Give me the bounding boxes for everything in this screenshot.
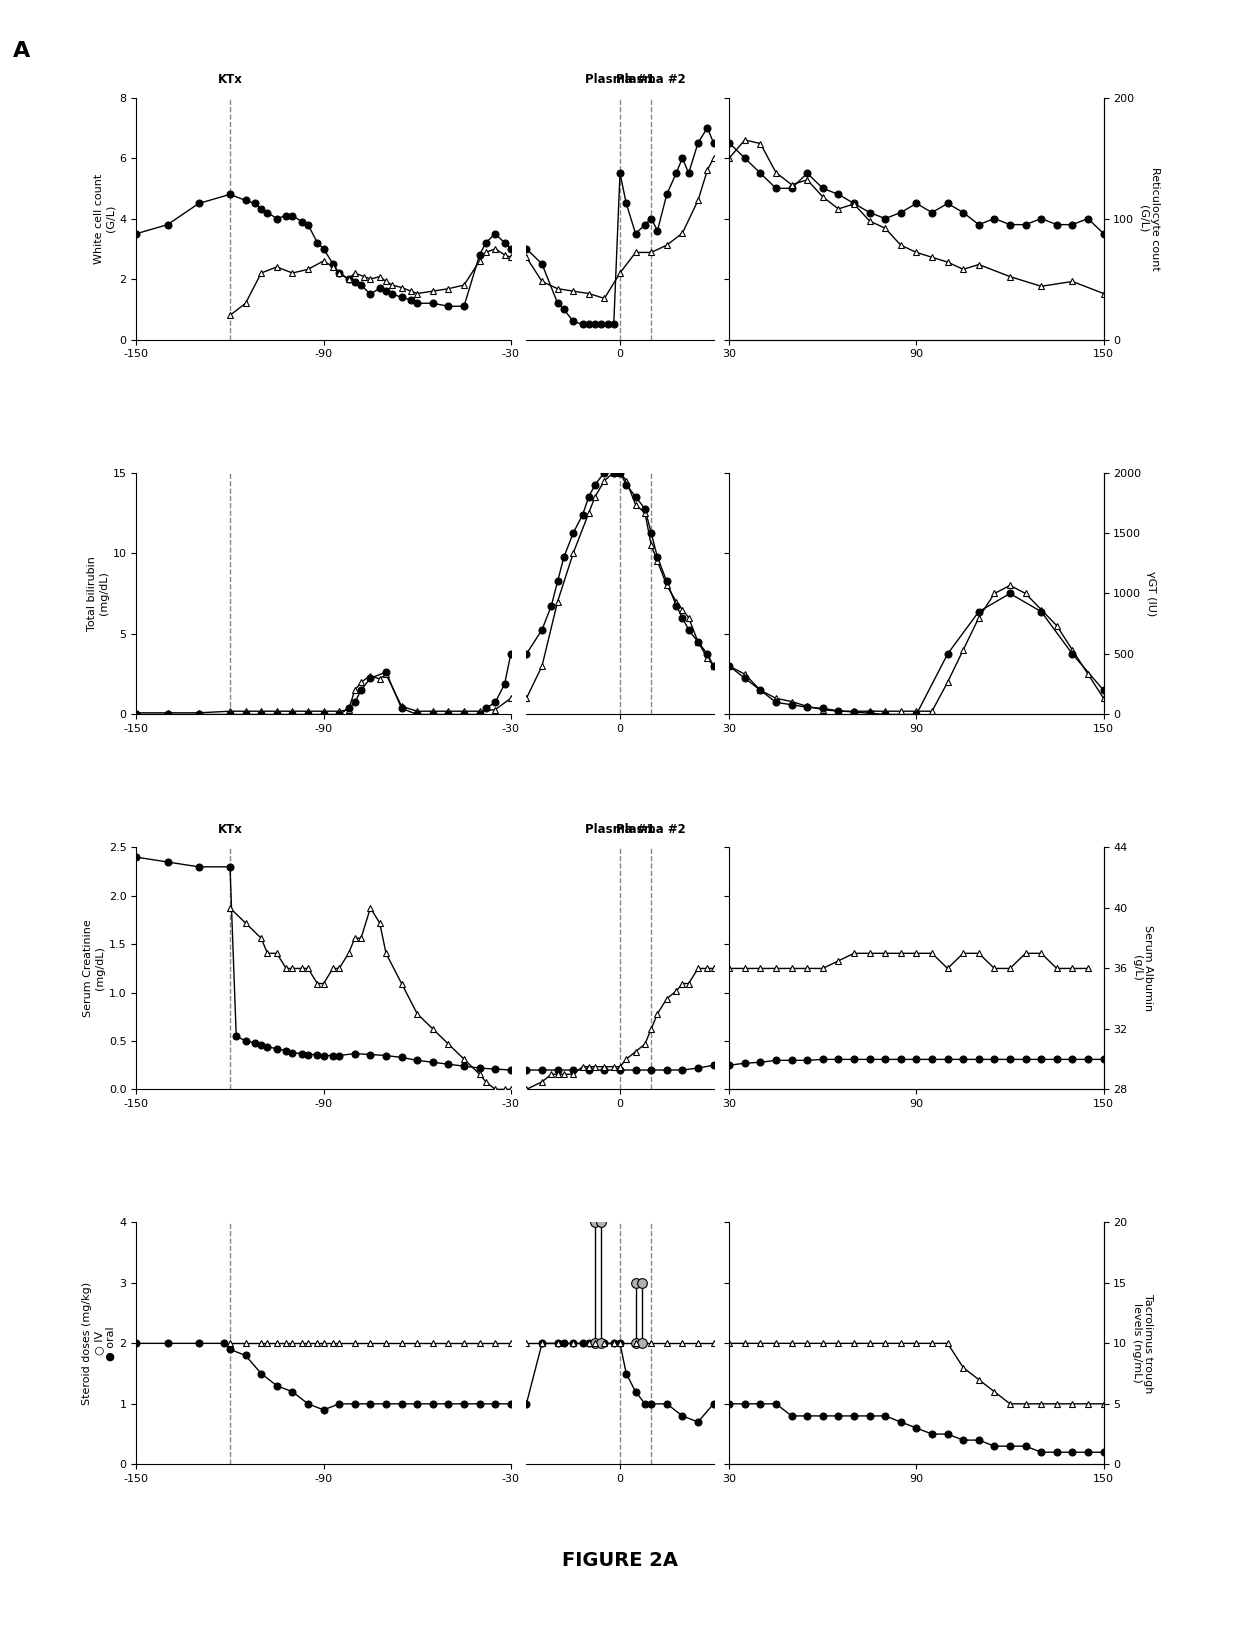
Y-axis label: Total bilirubin
(mg/dL): Total bilirubin (mg/dL) <box>87 556 109 631</box>
Text: A: A <box>12 41 30 60</box>
Text: Plasma #2: Plasma #2 <box>616 823 686 836</box>
Text: Plasma #1: Plasma #1 <box>585 73 655 86</box>
Y-axis label: White cell count
(G/L): White cell count (G/L) <box>94 174 115 264</box>
Y-axis label: Reticulocyte count
(G/L): Reticulocyte count (G/L) <box>1138 166 1161 270</box>
Text: FIGURE 2A: FIGURE 2A <box>562 1551 678 1570</box>
Y-axis label: Steroid doses (mg/kg)
○ IV
● oral: Steroid doses (mg/kg) ○ IV ● oral <box>82 1282 115 1406</box>
Y-axis label: Serum Albumin
(g/L): Serum Albumin (g/L) <box>1132 926 1153 1012</box>
Y-axis label: Serum Creatinine
(mg/dL): Serum Creatinine (mg/dL) <box>83 919 104 1017</box>
Text: Plasma #2: Plasma #2 <box>616 73 686 86</box>
Text: Plasma #1: Plasma #1 <box>585 823 655 836</box>
Y-axis label: γGT (IU): γGT (IU) <box>1146 571 1156 617</box>
Text: KTx: KTx <box>217 823 243 836</box>
Y-axis label: Tacrolimus trough
levels (ng/mL): Tacrolimus trough levels (ng/mL) <box>1132 1293 1153 1393</box>
Text: KTx: KTx <box>217 73 243 86</box>
